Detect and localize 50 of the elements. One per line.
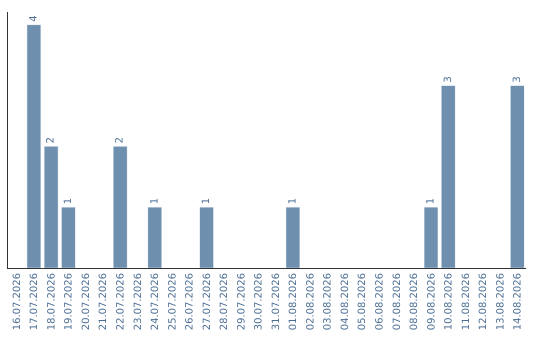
- x-tick-label: 17.07.2026: [29, 273, 40, 330]
- x-tick-label: 12.08.2026: [478, 273, 490, 330]
- x-tick-label: 29.07.2026: [236, 273, 248, 330]
- x-tick-label: 19.07.2026: [64, 273, 75, 330]
- x-tick-label: 13.08.2026: [495, 273, 506, 330]
- x-tick-label: 07.08.2026: [392, 273, 403, 330]
- data-label: 1: [426, 198, 437, 204]
- bar: [26, 24, 42, 268]
- bar: [148, 206, 162, 268]
- x-tick-label: 30.07.2026: [254, 273, 265, 330]
- x-tick-label: 05.08.2026: [357, 273, 368, 330]
- x-tick-label: 20.07.2026: [80, 273, 92, 330]
- x-tick-label: 02.08.2026: [305, 273, 316, 330]
- bar: [286, 206, 300, 268]
- x-tick-label: 01.08.2026: [288, 273, 300, 330]
- x-tick-label: 22.07.2026: [115, 273, 126, 330]
- x-tick-label: 25.07.2026: [167, 273, 178, 330]
- x-tick-label: 26.07.2026: [184, 273, 196, 330]
- data-label: 4: [28, 15, 40, 22]
- bar: [441, 85, 456, 268]
- x-tick-label: 28.07.2026: [219, 273, 230, 330]
- data-label: 1: [62, 198, 74, 204]
- x-tick-label: 23.07.2026: [132, 273, 144, 330]
- x-tick-label: 16.07.2026: [12, 273, 23, 330]
- x-tick-label: 04.08.2026: [340, 273, 351, 330]
- bar: [199, 206, 214, 268]
- x-tick-label: 08.08.2026: [409, 273, 420, 330]
- data-label: 2: [114, 137, 126, 144]
- x-tick-label: 03.08.2026: [322, 273, 334, 330]
- bar: [510, 85, 525, 268]
- data-label: 3: [512, 76, 523, 83]
- x-tick-label: 24.07.2026: [150, 273, 162, 330]
- x-tick-label: 27.07.2026: [202, 273, 213, 330]
- data-label: 1: [201, 198, 212, 204]
- x-tick-label: 10.08.2026: [444, 273, 455, 330]
- bar: [61, 206, 76, 268]
- bar: [113, 146, 128, 268]
- x-tick-label: 11.08.2026: [460, 273, 472, 330]
- data-label: 2: [46, 137, 57, 144]
- data-label: 1: [287, 198, 298, 204]
- bar: [44, 146, 58, 268]
- x-tick-label: 21.07.2026: [98, 273, 110, 330]
- data-label: 3: [442, 76, 454, 83]
- data-label: 1: [149, 198, 160, 204]
- bar: [424, 206, 438, 268]
- x-tick-label: 14.08.2026: [512, 273, 524, 330]
- x-tick-label: 18.07.2026: [46, 273, 58, 330]
- x-tick-label: 09.08.2026: [426, 273, 438, 330]
- x-tick-label: 06.08.2026: [374, 273, 386, 330]
- x-tick-label: 31.07.2026: [270, 273, 282, 330]
